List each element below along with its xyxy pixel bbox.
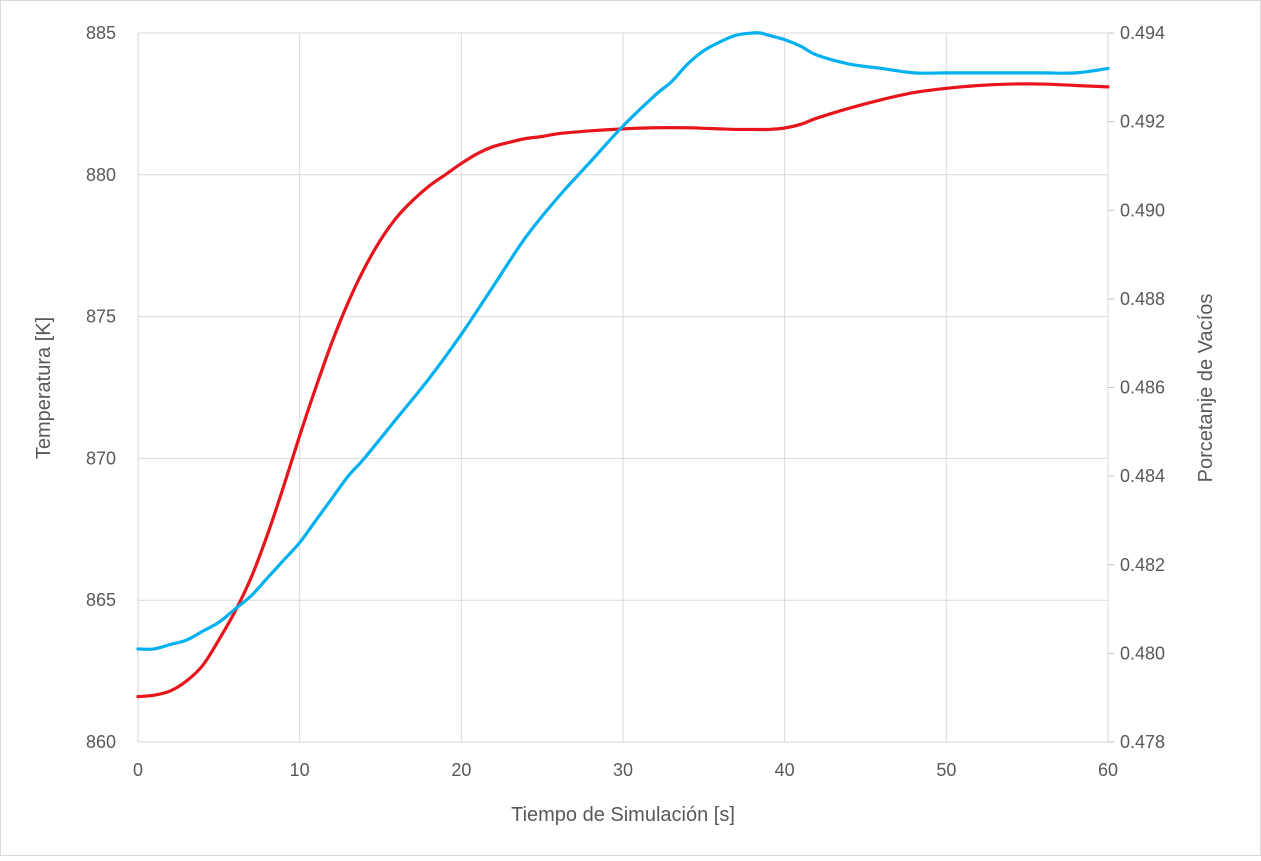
series-lines bbox=[136, 31, 1110, 699]
tick-labels: 860 865 870 875 880 885 0 10 20 30 40 50 600.478 0.48… bbox=[86, 23, 1165, 780]
y2-tick-label: 0.486 bbox=[1120, 378, 1165, 398]
y2-tick-label: 0.478 bbox=[1120, 732, 1165, 752]
y-axis-title: Temperatura [K] bbox=[33, 317, 55, 459]
y-tick-label: 880 bbox=[86, 165, 116, 185]
y-tick-label: 865 bbox=[86, 590, 116, 610]
x-tick-label: 60 bbox=[1098, 760, 1118, 780]
y-tick-label: 860 bbox=[86, 732, 116, 752]
x-tick-label: 40 bbox=[775, 760, 795, 780]
x-tick-label: 50 bbox=[936, 760, 956, 780]
y2-tick-label: 0.494 bbox=[1120, 23, 1165, 43]
y2-tick-label: 0.484 bbox=[1120, 466, 1165, 486]
y2-axis-title: Porcetanje de Vacíos bbox=[1195, 294, 1217, 483]
y2-tick-label: 0.490 bbox=[1120, 200, 1165, 220]
y2-tick-label: 0.492 bbox=[1120, 112, 1165, 132]
series-line-temperatura bbox=[136, 82, 1110, 699]
x-tick-label: 20 bbox=[451, 760, 471, 780]
x-tick-label: 30 bbox=[613, 760, 633, 780]
y-tick-label: 875 bbox=[86, 307, 116, 327]
y-tick-label: 885 bbox=[86, 23, 116, 43]
y2-tick-label: 0.480 bbox=[1120, 643, 1165, 663]
x-axis-title: Tiempo de Simulación [s] bbox=[511, 804, 735, 826]
y2-tick-label: 0.482 bbox=[1120, 555, 1165, 575]
y-tick-label: 870 bbox=[86, 448, 116, 468]
series-line-vacios bbox=[136, 31, 1110, 651]
x-tick-label: 10 bbox=[290, 760, 310, 780]
x-tick-label: 0 bbox=[133, 760, 143, 780]
y2-tick-label: 0.488 bbox=[1120, 289, 1165, 309]
gridlines bbox=[137, 32, 1114, 743]
